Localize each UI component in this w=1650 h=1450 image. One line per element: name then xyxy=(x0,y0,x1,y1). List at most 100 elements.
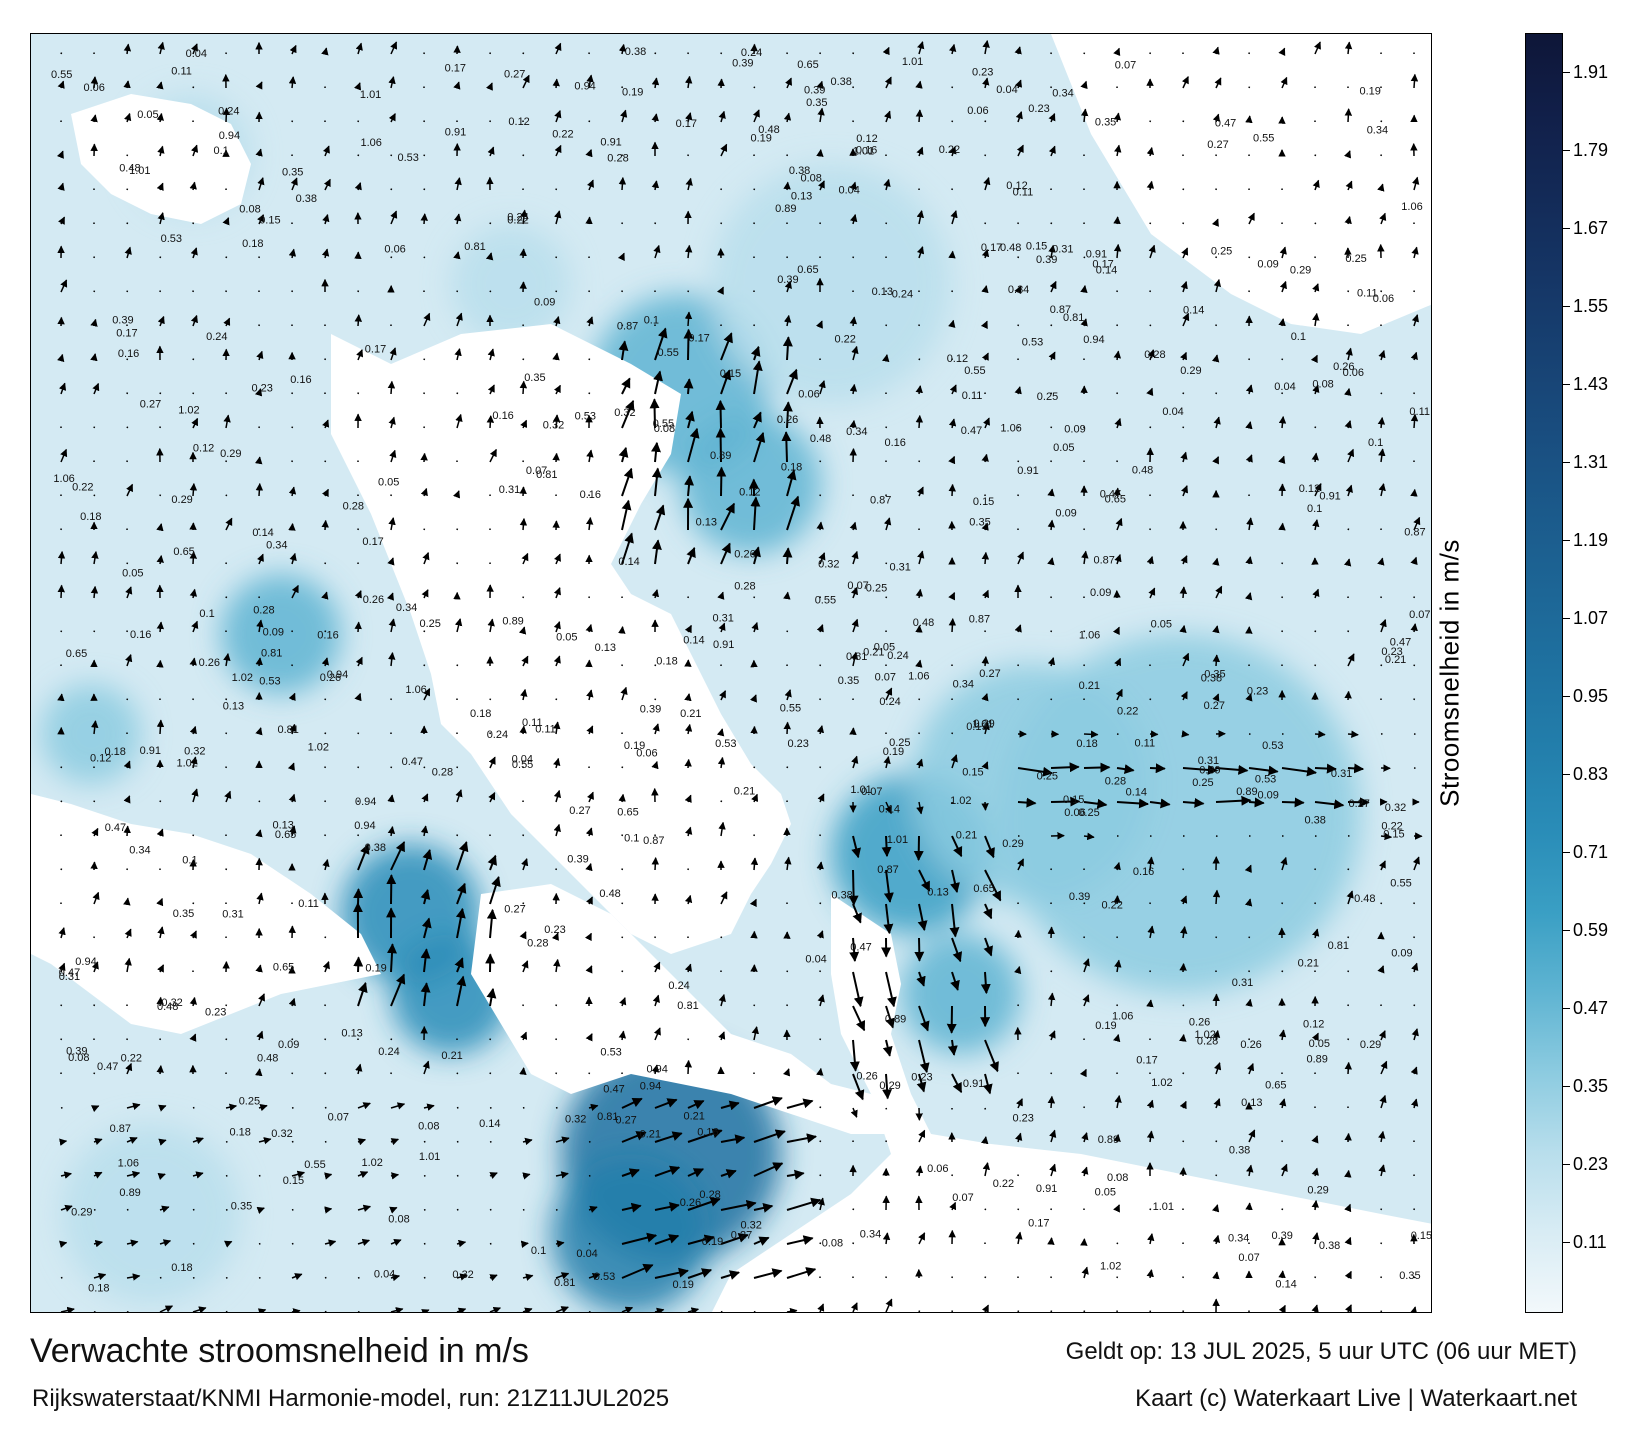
speed-label: 0.31 xyxy=(713,613,734,625)
current-arrow xyxy=(456,1174,459,1177)
speed-label: 0.1 xyxy=(199,608,214,620)
current-arrow xyxy=(1411,314,1420,327)
current-arrow xyxy=(258,800,261,803)
colorbar-tick-label: 0.11 xyxy=(1573,1231,1607,1252)
current-arrow xyxy=(60,868,63,871)
speed-label: 0.24 xyxy=(206,331,227,343)
speed-label: 0.81 xyxy=(1328,940,1349,952)
current-arrow xyxy=(1182,1140,1185,1143)
current-arrow xyxy=(948,592,956,601)
current-arrow xyxy=(255,829,263,838)
current-arrow xyxy=(1245,384,1254,395)
current-arrow xyxy=(1281,1208,1284,1211)
current-arrow xyxy=(752,109,760,123)
current-arrow xyxy=(519,281,527,293)
current-arrow xyxy=(819,460,822,463)
speed-label: 0.14 xyxy=(1275,1278,1296,1290)
current-arrow xyxy=(321,657,330,667)
current-arrow xyxy=(1083,730,1099,739)
current-arrow xyxy=(1378,1164,1386,1177)
current-arrow xyxy=(488,756,496,769)
current-arrow xyxy=(90,861,98,871)
speed-label: 0.21 xyxy=(734,785,755,797)
current-arrow xyxy=(1047,1095,1056,1109)
current-arrow xyxy=(783,112,792,123)
current-arrow xyxy=(1017,551,1024,565)
current-arrow xyxy=(1014,965,1022,975)
current-arrow xyxy=(849,448,857,463)
current-arrow xyxy=(93,494,96,497)
current-arrow xyxy=(255,727,263,736)
current-arrow xyxy=(322,213,330,225)
current-arrow xyxy=(618,340,629,361)
current-arrow xyxy=(1017,460,1020,463)
speed-shading xyxy=(61,1124,241,1304)
colorbar-tick-label: 1.19 xyxy=(1573,529,1609,550)
current-arrow xyxy=(684,244,693,259)
current-arrow xyxy=(288,486,297,497)
current-arrow xyxy=(984,1276,987,1279)
current-arrow xyxy=(816,624,824,633)
current-arrow xyxy=(225,1103,238,1111)
current-arrow xyxy=(519,517,528,531)
speed-label: 0.32 xyxy=(818,559,839,571)
speed-label: 0.27 xyxy=(979,668,1000,680)
current-arrow xyxy=(60,1306,75,1312)
current-arrow xyxy=(683,378,694,395)
current-arrow xyxy=(654,1307,665,1312)
speed-label: 0.27 xyxy=(1204,700,1225,712)
current-arrow xyxy=(388,76,396,89)
current-arrow xyxy=(651,77,660,89)
current-arrow xyxy=(60,448,68,463)
current-arrow xyxy=(124,112,132,123)
current-arrow xyxy=(1212,113,1220,123)
current-arrow xyxy=(850,1107,858,1118)
current-arrow xyxy=(651,467,662,497)
current-arrow xyxy=(684,475,695,497)
speed-label: 0.15 xyxy=(962,767,983,779)
current-arrow xyxy=(885,971,897,1008)
current-arrow xyxy=(984,1208,987,1211)
current-arrow xyxy=(420,213,429,225)
current-arrow xyxy=(1146,999,1154,1008)
current-arrow xyxy=(653,244,661,259)
speed-label: 0.29 xyxy=(879,1080,900,1092)
current-arrow xyxy=(552,78,560,89)
current-arrow xyxy=(752,360,763,395)
current-arrow xyxy=(1411,246,1419,259)
current-arrow xyxy=(1146,1269,1154,1279)
speed-label: 0.12 xyxy=(1006,180,1027,192)
speed-label: 1.06 xyxy=(1401,201,1422,213)
current-arrow xyxy=(621,467,634,497)
current-arrow xyxy=(687,1099,705,1110)
current-arrow xyxy=(621,1168,640,1178)
current-arrow xyxy=(1378,1130,1386,1143)
current-arrow xyxy=(554,210,562,225)
current-arrow xyxy=(718,993,726,1007)
current-arrow xyxy=(948,319,956,328)
speed-label: 0.05 xyxy=(1053,442,1074,454)
current-arrow xyxy=(423,664,426,667)
speed-label: 0.11 xyxy=(298,898,319,910)
speed-label: 0.25 xyxy=(1192,777,1213,789)
current-arrow xyxy=(1314,426,1317,429)
current-arrow xyxy=(1411,1028,1419,1041)
current-arrow xyxy=(1244,898,1253,907)
current-arrow xyxy=(255,964,263,973)
current-arrow xyxy=(654,1234,680,1245)
speed-label: 0.91 xyxy=(1017,465,1038,477)
current-arrow xyxy=(1113,47,1121,57)
current-arrow xyxy=(883,178,891,191)
current-arrow xyxy=(1278,47,1286,56)
current-arrow xyxy=(686,546,696,565)
current-arrow xyxy=(555,1171,569,1179)
current-arrow xyxy=(684,894,693,905)
current-arrow xyxy=(653,370,663,395)
current-arrow xyxy=(357,1138,367,1146)
current-arrow xyxy=(189,181,197,191)
current-arrow xyxy=(717,756,726,769)
speed-label: 0.04 xyxy=(1274,381,1295,393)
current-arrow xyxy=(1114,417,1122,429)
speed-label: 0.48 xyxy=(758,124,779,136)
speed-label: 0.31 xyxy=(1198,755,1219,767)
